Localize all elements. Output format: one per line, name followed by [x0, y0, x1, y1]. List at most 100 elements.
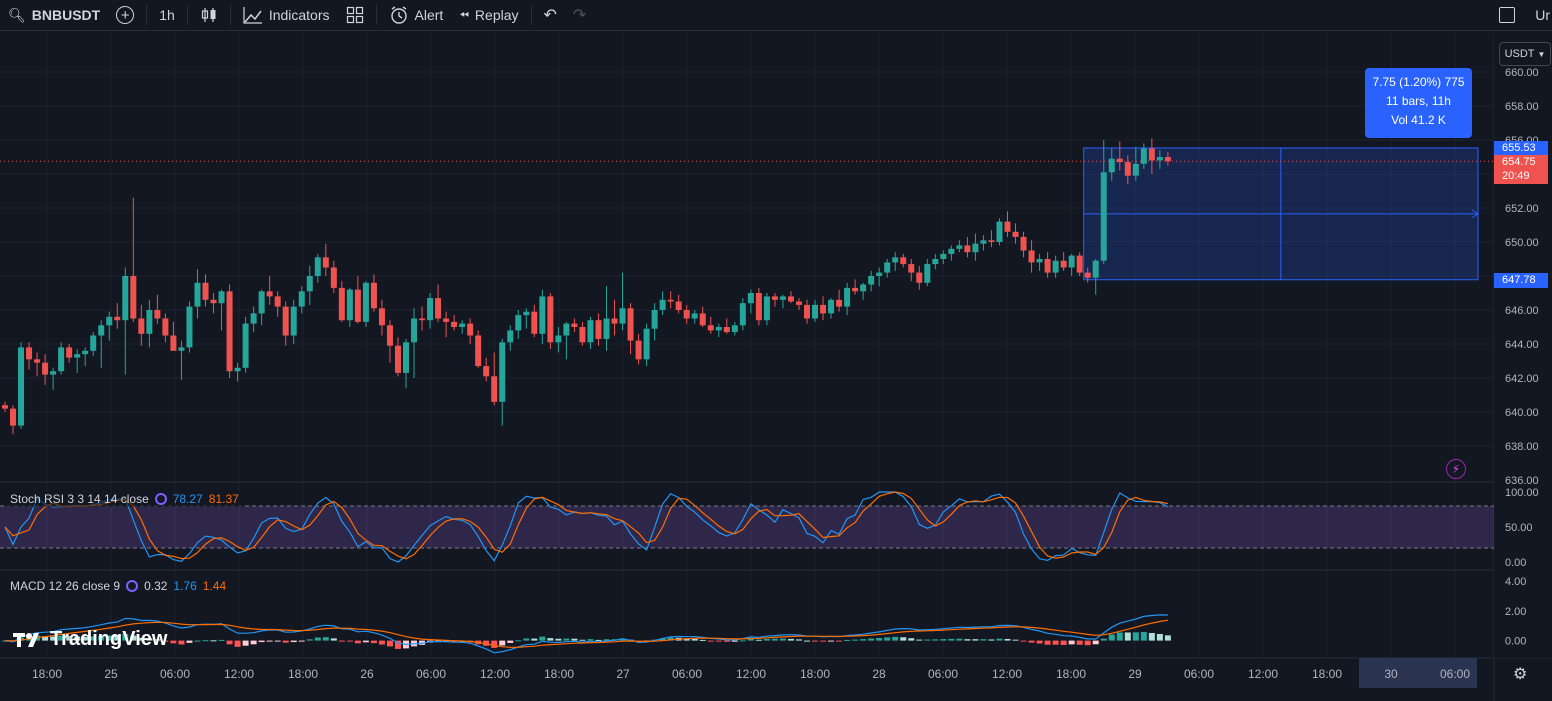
candle[interactable]: [475, 330, 482, 368]
candle[interactable]: [635, 333, 642, 365]
candle[interactable]: [114, 303, 121, 329]
candle[interactable]: [836, 289, 843, 312]
candle[interactable]: [242, 316, 249, 373]
candle[interactable]: [106, 311, 113, 341]
candle[interactable]: [1116, 141, 1123, 171]
candle[interactable]: [314, 253, 321, 283]
candle[interactable]: [499, 338, 506, 426]
candle[interactable]: [50, 367, 57, 390]
candle[interactable]: [370, 274, 377, 312]
candle[interactable]: [58, 342, 65, 375]
candle[interactable]: [595, 313, 602, 346]
candle[interactable]: [394, 337, 401, 377]
candle[interactable]: [1124, 155, 1131, 185]
candle[interactable]: [707, 316, 714, 334]
candle[interactable]: [378, 299, 385, 336]
unnamed-layout-button[interactable]: Ur: [1491, 0, 1552, 30]
candle[interactable]: [467, 318, 474, 345]
candle[interactable]: [130, 197, 137, 322]
candle[interactable]: [354, 276, 361, 324]
candle[interactable]: [948, 245, 955, 261]
candle[interactable]: [868, 270, 875, 292]
candle[interactable]: [411, 308, 418, 378]
candle[interactable]: [932, 253, 939, 270]
candle[interactable]: [266, 276, 273, 305]
candle[interactable]: [579, 321, 586, 346]
candle[interactable]: [250, 306, 257, 333]
candle[interactable]: [98, 320, 105, 368]
price-axis[interactable]: 660.00658.00656.00652.00650.00646.00644.…: [1494, 36, 1552, 658]
candle[interactable]: [1084, 267, 1091, 283]
candle[interactable]: [66, 344, 73, 363]
indicators-button[interactable]: Indicators: [235, 0, 338, 30]
candle[interactable]: [483, 357, 490, 382]
candle[interactable]: [507, 325, 514, 351]
candle[interactable]: [924, 259, 931, 287]
candle[interactable]: [258, 289, 265, 326]
candle[interactable]: [491, 352, 498, 406]
candle[interactable]: [1020, 231, 1027, 258]
candle[interactable]: [908, 259, 915, 282]
candle[interactable]: [771, 293, 778, 307]
candle[interactable]: [1060, 252, 1067, 271]
candle[interactable]: [515, 310, 522, 339]
candle[interactable]: [659, 291, 666, 316]
candle[interactable]: [178, 340, 185, 380]
candle[interactable]: [346, 287, 353, 327]
candle[interactable]: [747, 289, 754, 314]
candle[interactable]: [122, 267, 129, 375]
candle[interactable]: [988, 230, 995, 248]
layouts-button[interactable]: [338, 0, 372, 30]
candle[interactable]: [1052, 255, 1059, 278]
candle[interactable]: [667, 291, 674, 309]
candle[interactable]: [435, 284, 442, 322]
macd-legend[interactable]: MACD 12 26 close 9 0.32 1.76 1.44: [6, 578, 231, 594]
candle[interactable]: [90, 332, 97, 356]
candle[interactable]: [804, 299, 810, 324]
candle[interactable]: [226, 284, 233, 379]
candle[interactable]: [763, 293, 770, 326]
candle[interactable]: [1148, 138, 1155, 174]
candle[interactable]: [675, 294, 682, 314]
candle[interactable]: [1132, 146, 1139, 181]
candle[interactable]: [1140, 143, 1147, 169]
candle[interactable]: [298, 286, 305, 314]
undo-button[interactable]: ↶: [536, 0, 565, 30]
candle[interactable]: [210, 293, 217, 314]
interval-button[interactable]: 1h: [151, 0, 183, 30]
candle[interactable]: [138, 304, 145, 346]
candle[interactable]: [1036, 253, 1043, 271]
candle[interactable]: [972, 233, 979, 261]
candle[interactable]: [603, 286, 610, 351]
chart-type-button[interactable]: [192, 0, 226, 30]
candle[interactable]: [691, 310, 698, 324]
candle[interactable]: [451, 315, 458, 331]
candle[interactable]: [1068, 253, 1075, 276]
candle[interactable]: [154, 294, 161, 324]
candle[interactable]: [812, 299, 819, 322]
candle[interactable]: [306, 265, 313, 305]
candle[interactable]: [964, 236, 971, 258]
chart-area[interactable]: 660.00658.00656.00652.00650.00646.00644.…: [0, 36, 1552, 701]
candle[interactable]: [2, 401, 8, 412]
candle[interactable]: [547, 293, 554, 350]
candle[interactable]: [755, 287, 762, 326]
candle[interactable]: [844, 282, 851, 316]
candle[interactable]: [683, 304, 690, 324]
candle[interactable]: [282, 301, 289, 346]
candle[interactable]: [779, 294, 786, 309]
candle[interactable]: [611, 299, 618, 336]
candle[interactable]: [619, 272, 626, 331]
candle[interactable]: [643, 323, 650, 367]
candle[interactable]: [731, 321, 738, 336]
candle[interactable]: [996, 218, 1003, 246]
alert-button[interactable]: Alert: [381, 0, 452, 30]
tradingview-logo[interactable]: TradingView: [12, 628, 167, 651]
candle[interactable]: [338, 281, 345, 322]
candle[interactable]: [74, 349, 81, 373]
candle[interactable]: [884, 259, 891, 278]
symbol-search[interactable]: 🔍︎ BNBUSDT: [0, 0, 108, 30]
candle[interactable]: [1044, 252, 1051, 278]
candle[interactable]: [386, 320, 393, 363]
candle[interactable]: [419, 306, 426, 331]
